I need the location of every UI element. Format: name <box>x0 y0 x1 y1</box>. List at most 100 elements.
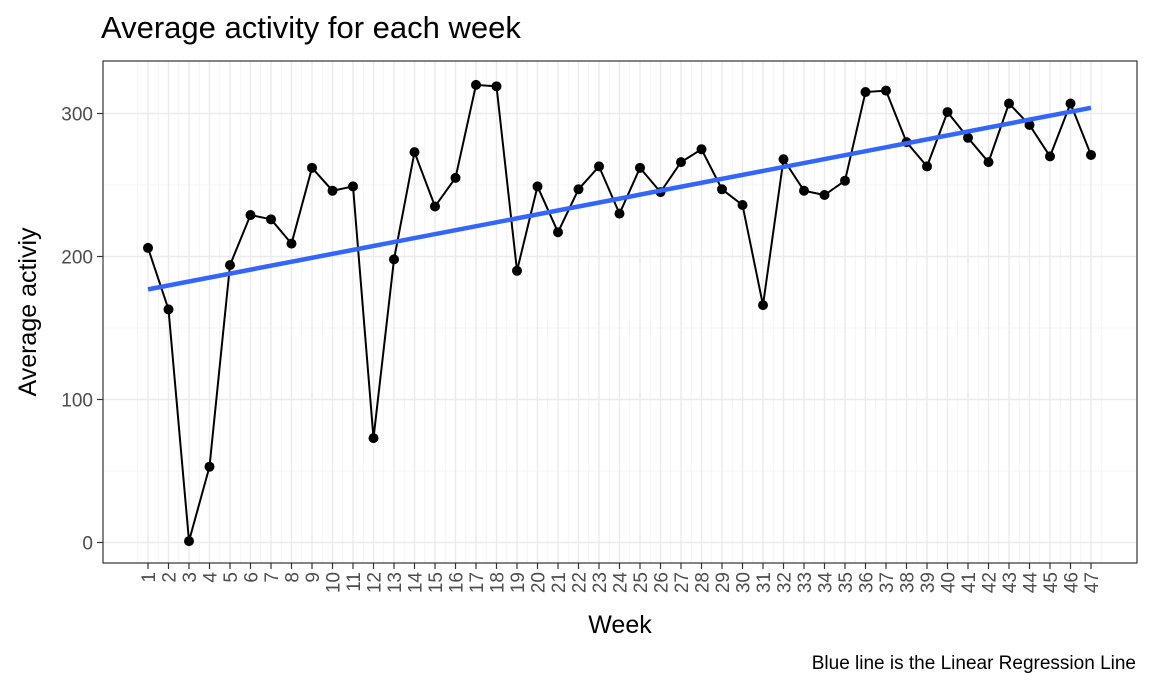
data-point <box>512 265 522 276</box>
x-tick-label: 2 <box>160 572 181 583</box>
x-tick-label: 21 <box>549 572 570 593</box>
x-tick-label: 20 <box>529 572 550 593</box>
x-tick-label: 35 <box>836 572 857 593</box>
x-tick-label: 40 <box>939 572 960 593</box>
x-tick-label: 32 <box>775 572 796 593</box>
data-point <box>614 208 625 219</box>
x-tick-label: 22 <box>570 572 591 593</box>
x-tick-label: 4 <box>201 572 222 583</box>
data-point <box>368 433 379 444</box>
data-point <box>204 461 215 472</box>
x-tick-label: 26 <box>652 572 673 593</box>
x-tick-label: 18 <box>488 572 509 593</box>
data-point <box>471 79 481 90</box>
y-axis-ticks: 0 100 200 300 <box>61 105 103 555</box>
data-point <box>1065 98 1076 109</box>
x-tick-label: 6 <box>242 572 263 583</box>
data-point <box>163 304 174 315</box>
data-point <box>1086 149 1096 160</box>
x-tick-label: 14 <box>406 572 427 594</box>
data-point <box>307 162 317 173</box>
data-point <box>676 157 686 168</box>
regression-line <box>147 105 1092 292</box>
x-tick-label: 25 <box>631 572 652 593</box>
x-tick-label: 36 <box>857 572 878 593</box>
data-point <box>963 132 973 143</box>
x-tick-label: 1 <box>139 572 160 583</box>
data-point <box>1024 119 1035 130</box>
y-tick-label: 100 <box>61 391 93 412</box>
chart-title: Average activity for each week <box>101 10 521 45</box>
data-point <box>450 172 461 183</box>
data-point <box>389 254 399 265</box>
x-tick-label: 15 <box>426 572 447 593</box>
x-tick-label: 33 <box>795 572 816 593</box>
x-tick-label: 10 <box>324 572 345 593</box>
x-tick-label: 41 <box>959 572 980 593</box>
x-tick-label: 17 <box>467 572 488 593</box>
panel-border <box>102 60 1138 564</box>
x-axis-title: Week <box>588 611 652 639</box>
data-point <box>184 536 194 547</box>
x-tick-label: 47 <box>1082 572 1103 593</box>
x-tick-label: 34 <box>816 572 837 594</box>
data-series <box>143 79 1096 547</box>
x-tick-label: 5 <box>221 572 242 583</box>
x-tick-label: 3 <box>180 572 201 583</box>
x-tick-label: 30 <box>734 572 755 593</box>
data-point <box>225 260 235 271</box>
x-tick-label: 46 <box>1062 572 1083 593</box>
x-tick-label: 29 <box>713 572 734 593</box>
data-point <box>1045 151 1055 162</box>
x-tick-label: 45 <box>1041 572 1062 593</box>
data-point <box>778 154 789 165</box>
y-tick-label: 300 <box>61 105 93 126</box>
x-tick-label: 42 <box>980 572 1001 593</box>
x-tick-label: 24 <box>611 572 632 594</box>
data-point <box>737 200 748 211</box>
data-point <box>430 201 440 212</box>
x-axis-ticks: 1 2 3 4 5 6 7 8 9 10 11 12 13 14 15 16 17 18 19 20 21 22 23 24 2… <box>139 563 1103 593</box>
x-tick-label: 19 <box>508 572 529 593</box>
data-point <box>573 184 584 195</box>
data-point <box>758 300 768 311</box>
data-point <box>553 227 563 238</box>
x-tick-label: 12 <box>365 572 386 593</box>
x-tick-label: 37 <box>877 572 898 593</box>
data-point <box>491 81 502 92</box>
x-tick-label: 27 <box>672 572 693 593</box>
data-point <box>635 162 645 173</box>
x-tick-label: 11 <box>344 572 365 592</box>
x-tick-label: 16 <box>447 572 468 593</box>
data-point <box>327 185 338 196</box>
y-axis-title: Average activiy <box>14 227 42 397</box>
x-tick-label: 39 <box>918 572 939 593</box>
data-point <box>143 242 153 253</box>
data-point <box>532 181 543 192</box>
chart-caption: Blue line is the Linear Regression Line <box>812 653 1136 674</box>
y-tick-label: 200 <box>61 248 93 269</box>
data-point <box>286 238 297 249</box>
grid <box>103 61 1137 563</box>
y-tick-label: 0 <box>82 534 93 555</box>
x-tick-label: 9 <box>303 572 324 583</box>
x-tick-label: 13 <box>385 572 406 593</box>
data-point <box>245 210 256 221</box>
x-tick-label: 43 <box>1000 572 1021 593</box>
data-point <box>983 157 994 168</box>
data-point <box>942 107 953 118</box>
data-point <box>409 147 420 158</box>
data-point <box>696 144 707 155</box>
data-point <box>1004 98 1014 109</box>
data-point <box>799 185 809 196</box>
x-tick-label: 44 <box>1021 572 1042 594</box>
x-tick-label: 38 <box>898 572 919 593</box>
data-point <box>819 190 830 201</box>
data-point <box>594 161 604 172</box>
data-point <box>840 175 850 186</box>
data-point <box>348 181 358 192</box>
data-point <box>266 214 276 225</box>
x-tick-label: 28 <box>693 572 714 593</box>
x-tick-label: 8 <box>283 572 304 583</box>
